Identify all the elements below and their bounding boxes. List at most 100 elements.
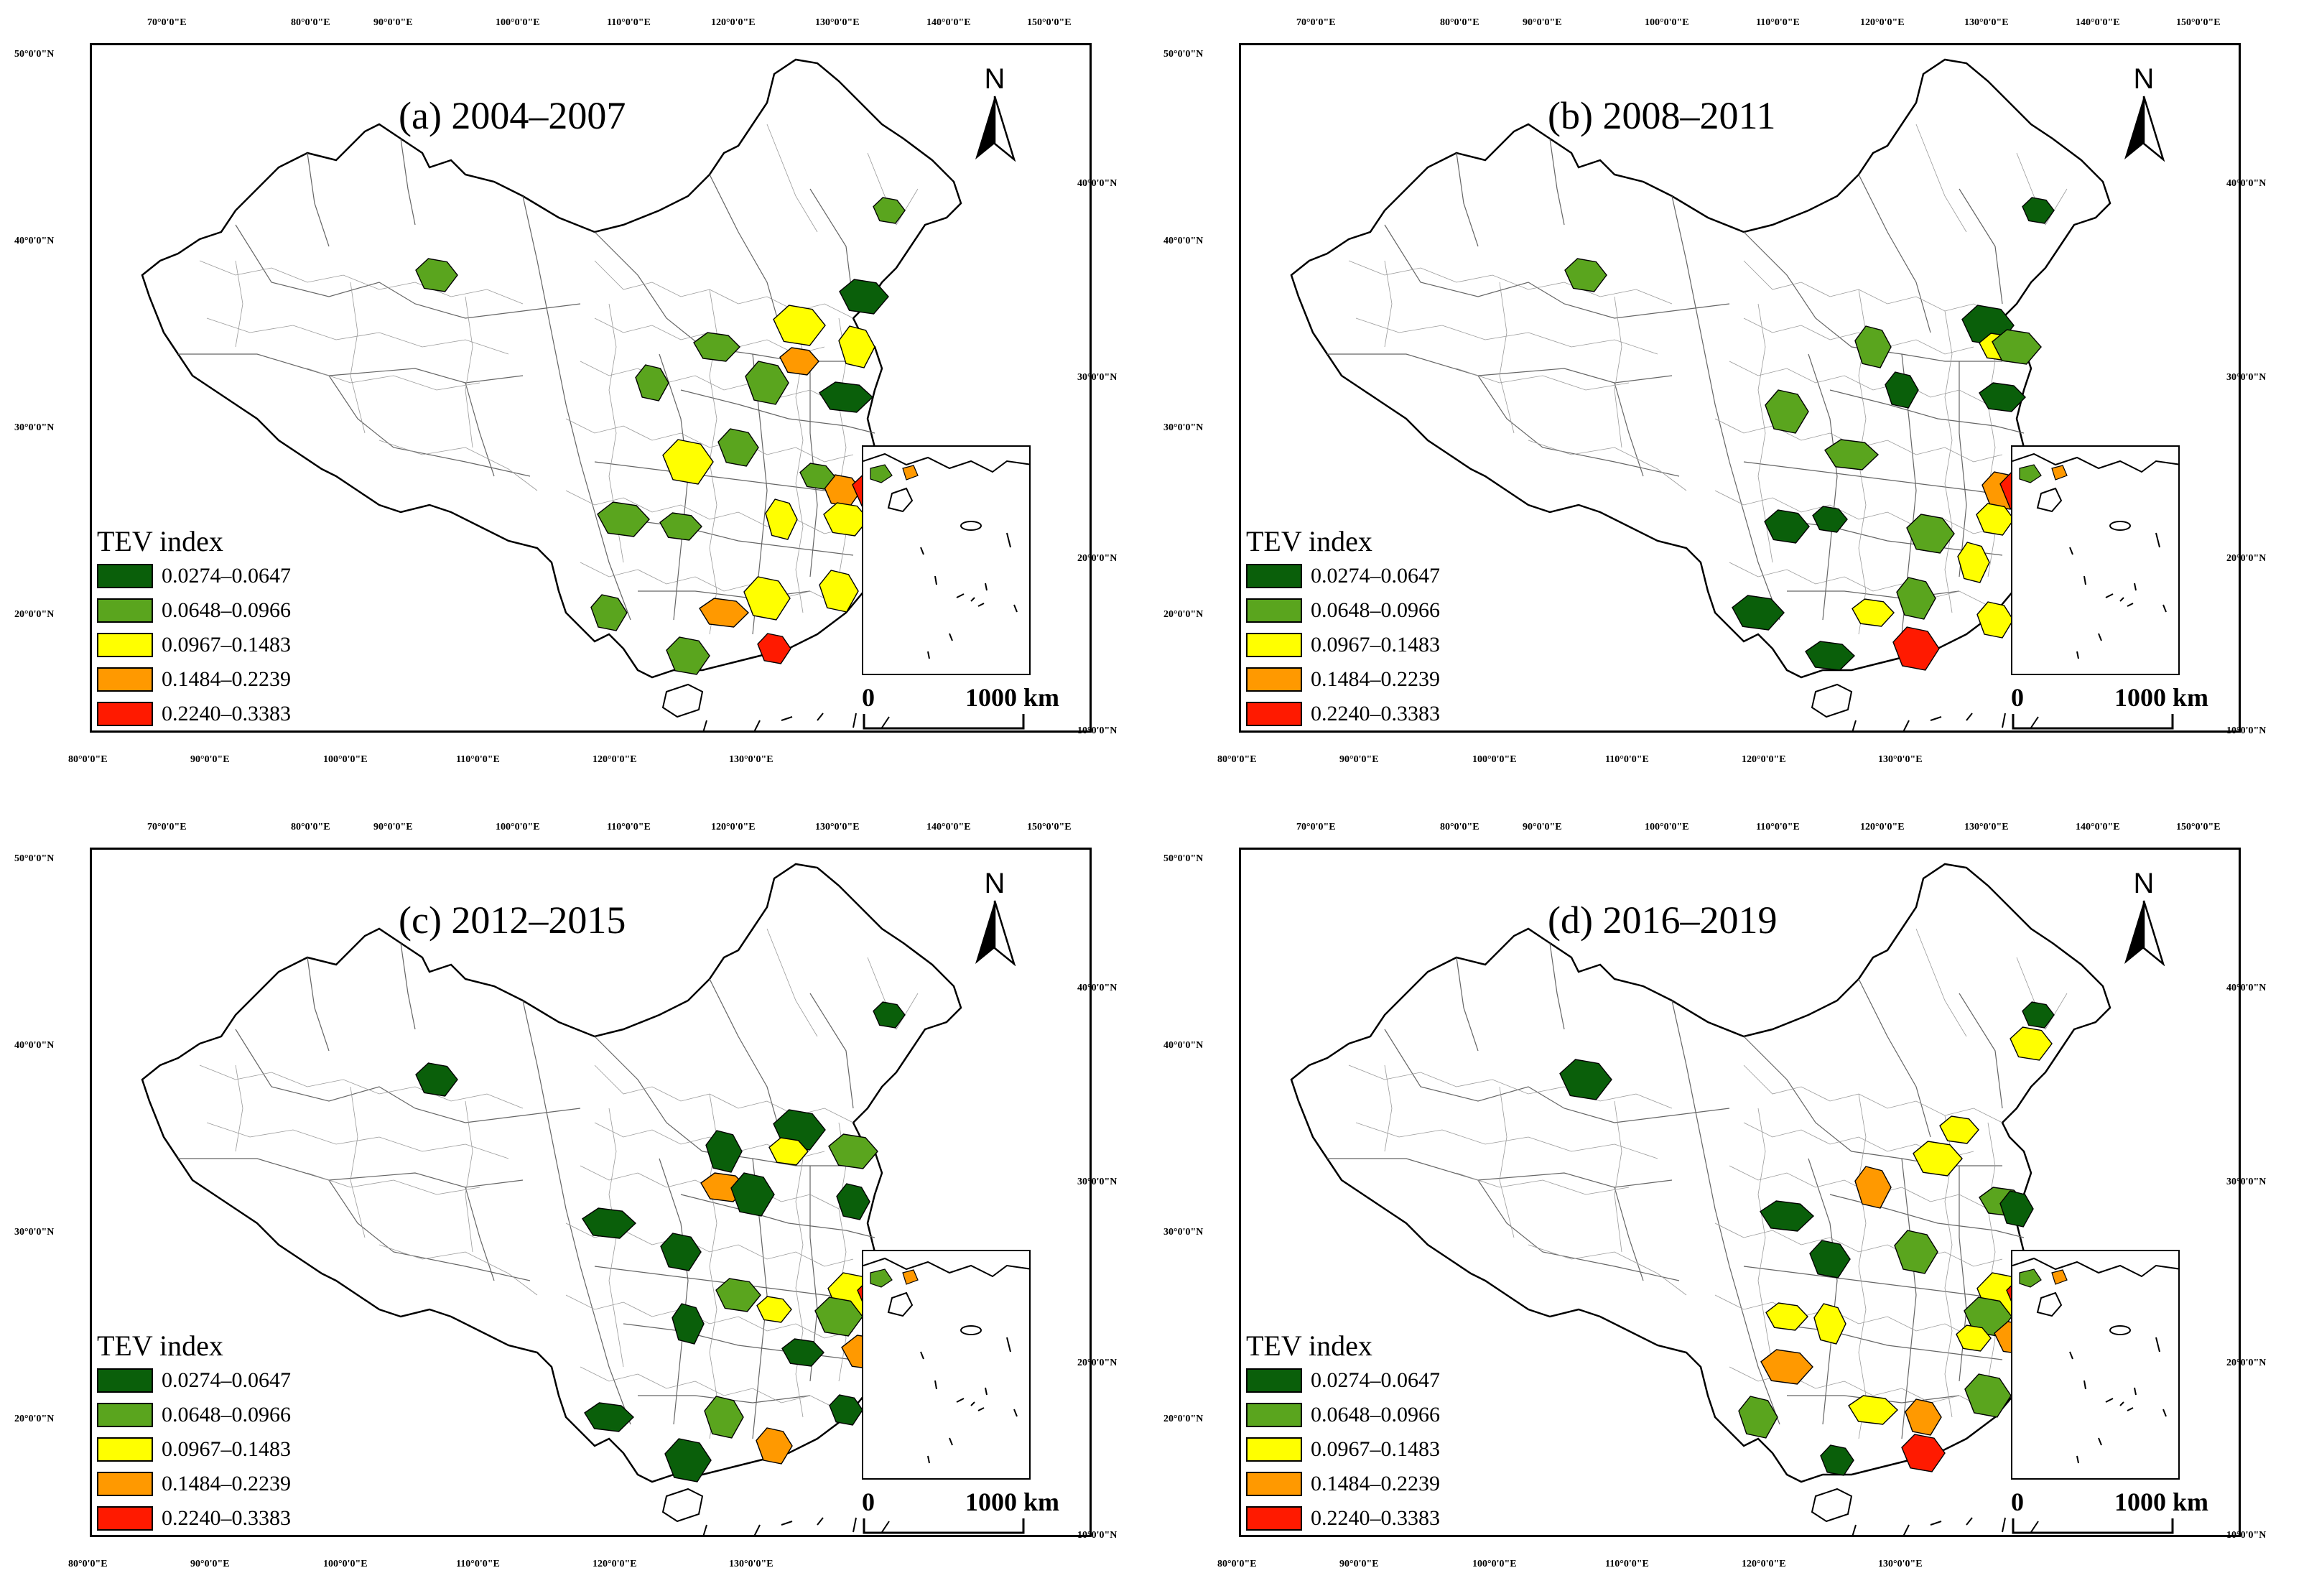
region-7 <box>635 364 669 402</box>
scale-end-label: 1000 km <box>965 683 1059 712</box>
legend-label: 0.0274–0.0647 <box>162 1368 291 1392</box>
north-arrow-icon <box>975 900 1016 967</box>
legend-label: 0.0274–0.0647 <box>1311 564 1440 588</box>
graticule-label: 80°0'0"E <box>1440 822 1479 832</box>
scale-bar: 0 1000 km <box>2011 1487 2208 1537</box>
graticule-label: 110°0'0"E <box>607 17 651 28</box>
region-24 <box>1901 1434 1946 1472</box>
legend-item: 0.0967–0.1483 <box>1246 628 1440 662</box>
graticule-label: 100°0'0"E <box>323 754 368 765</box>
graticule-label: 20°0'0"N <box>14 609 55 620</box>
map-panel-c: (c) 2012–2015 N TEV index 0.0274–0.0647 0… <box>0 804 1149 1595</box>
graticule-label: 70°0'0"E <box>147 822 187 832</box>
graticule-label: 140°0'0"E <box>926 822 971 832</box>
legend-item: 0.0648–0.0966 <box>97 593 291 628</box>
graticule-label: 70°0'0"E <box>147 17 187 28</box>
graticule-label: 40°0'0"N <box>1077 178 1118 189</box>
region-17 <box>781 1338 824 1367</box>
north-letter: N <box>2133 868 2155 899</box>
graticule-label: 50°0'0"N <box>14 853 55 864</box>
north-arrow-icon <box>975 96 1016 162</box>
legend: TEV index 0.0274–0.0647 0.0648–0.0966 0.09… <box>1246 524 1440 731</box>
graticule-label: 120°0'0"E <box>1860 822 1905 832</box>
region-11 <box>662 439 714 485</box>
region-0 <box>2022 197 2055 224</box>
region-19 <box>1738 1396 1778 1439</box>
map-panel-a: (a) 2004–2007 N TEV index 0.0274–0.0647 0… <box>0 0 1149 790</box>
graticule-label: 40°0'0"N <box>1163 1040 1204 1051</box>
legend-item: 0.0274–0.0647 <box>97 1363 291 1398</box>
region-15 <box>715 1278 761 1312</box>
legend-label: 0.2240–0.3383 <box>162 1506 291 1530</box>
graticule-label: 110°0'0"E <box>1605 1559 1649 1569</box>
graticule-label: 80°0'0"E <box>1217 754 1257 765</box>
north-letter: N <box>2133 63 2155 95</box>
graticule-label: 40°0'0"N <box>14 236 55 246</box>
south-china-sea-inset <box>862 445 1031 675</box>
legend-label: 0.0274–0.0647 <box>162 564 291 588</box>
region-2 <box>773 305 826 346</box>
graticule-label: 110°0'0"E <box>1756 17 1800 28</box>
legend-label: 0.1484–0.2239 <box>1311 667 1440 691</box>
tev-colored-regions <box>1559 1001 2055 1476</box>
graticule-label: 20°0'0"N <box>1163 1414 1204 1424</box>
legend-label: 0.0274–0.0647 <box>1311 1368 1440 1392</box>
south-china-sea-inset <box>2011 1250 2180 1480</box>
region-3 <box>768 1137 809 1166</box>
region-9 <box>582 1207 637 1239</box>
legend-title: TEV index <box>97 1330 223 1362</box>
legend-item: 0.2240–0.3383 <box>1246 697 1440 731</box>
north-arrow: N <box>2119 869 2169 970</box>
graticule-label: 110°0'0"E <box>607 822 651 832</box>
region-17 <box>1852 598 1895 627</box>
legend-label: 0.2240–0.3383 <box>162 702 291 725</box>
region-7 <box>1885 371 1919 409</box>
legend-label: 0.1484–0.2239 <box>162 667 291 691</box>
legend-item: 0.0967–0.1483 <box>1246 1432 1440 1467</box>
scale-end-label: 1000 km <box>2114 683 2208 712</box>
region-20 <box>584 1402 635 1432</box>
legend-item: 0.0967–0.1483 <box>97 1432 291 1467</box>
graticule-label: 130°0'0"E <box>1878 1559 1923 1569</box>
graticule-label: 50°0'0"N <box>1163 49 1204 60</box>
region-14 <box>1956 1324 1992 1352</box>
legend-label: 0.0967–0.1483 <box>1311 1437 1440 1461</box>
region-21 <box>1905 1398 1942 1436</box>
region-3 <box>1939 1115 1979 1144</box>
legend-label: 0.0967–0.1483 <box>162 1437 291 1461</box>
legend-label: 0.1484–0.2239 <box>162 1472 291 1495</box>
legend-swatch <box>1246 1506 1302 1531</box>
legend-swatch <box>1246 702 1302 726</box>
legend-swatch <box>1246 1437 1302 1462</box>
region-18 <box>597 501 650 537</box>
graticule-label: 30°0'0"N <box>1163 1227 1204 1238</box>
north-arrow: N <box>970 65 1020 165</box>
graticule-label: 10°0'0"N <box>2226 725 2267 736</box>
graticule-label: 30°0'0"N <box>1077 372 1118 383</box>
region-23 <box>757 633 791 664</box>
legend-item: 0.0274–0.0647 <box>1246 1363 1440 1398</box>
graticule-label: 20°0'0"N <box>2226 553 2267 564</box>
scale-start-label: 0 <box>2011 1488 2024 1516</box>
legend-swatch <box>97 667 153 692</box>
region-10 <box>1809 1240 1851 1279</box>
graticule-label: 150°0'0"E <box>1027 822 1072 832</box>
china-outline <box>1290 58 2111 679</box>
region-19 <box>819 570 859 613</box>
map-panel-b: (b) 2008–2011 N TEV index 0.0274–0.0647 0… <box>1149 0 2309 790</box>
north-arrow-icon <box>2124 900 2165 967</box>
graticule-label: 70°0'0"E <box>1296 17 1336 28</box>
region-6 <box>693 332 740 362</box>
graticule-label: 150°0'0"E <box>1027 17 1072 28</box>
region-17 <box>1765 1302 1808 1331</box>
inset-map <box>2012 1257 2178 1464</box>
legend-swatch <box>97 598 153 623</box>
china-outline <box>141 863 962 1483</box>
region-1 <box>415 258 458 292</box>
south-china-sea-inset <box>862 1250 1031 1480</box>
inset-map <box>2012 453 2178 659</box>
legend-item: 0.1484–0.2239 <box>97 1467 291 1501</box>
legend-item: 0.1484–0.2239 <box>1246 1467 1440 1501</box>
region-1 <box>415 1062 458 1097</box>
graticule-label: 40°0'0"N <box>2226 983 2267 993</box>
